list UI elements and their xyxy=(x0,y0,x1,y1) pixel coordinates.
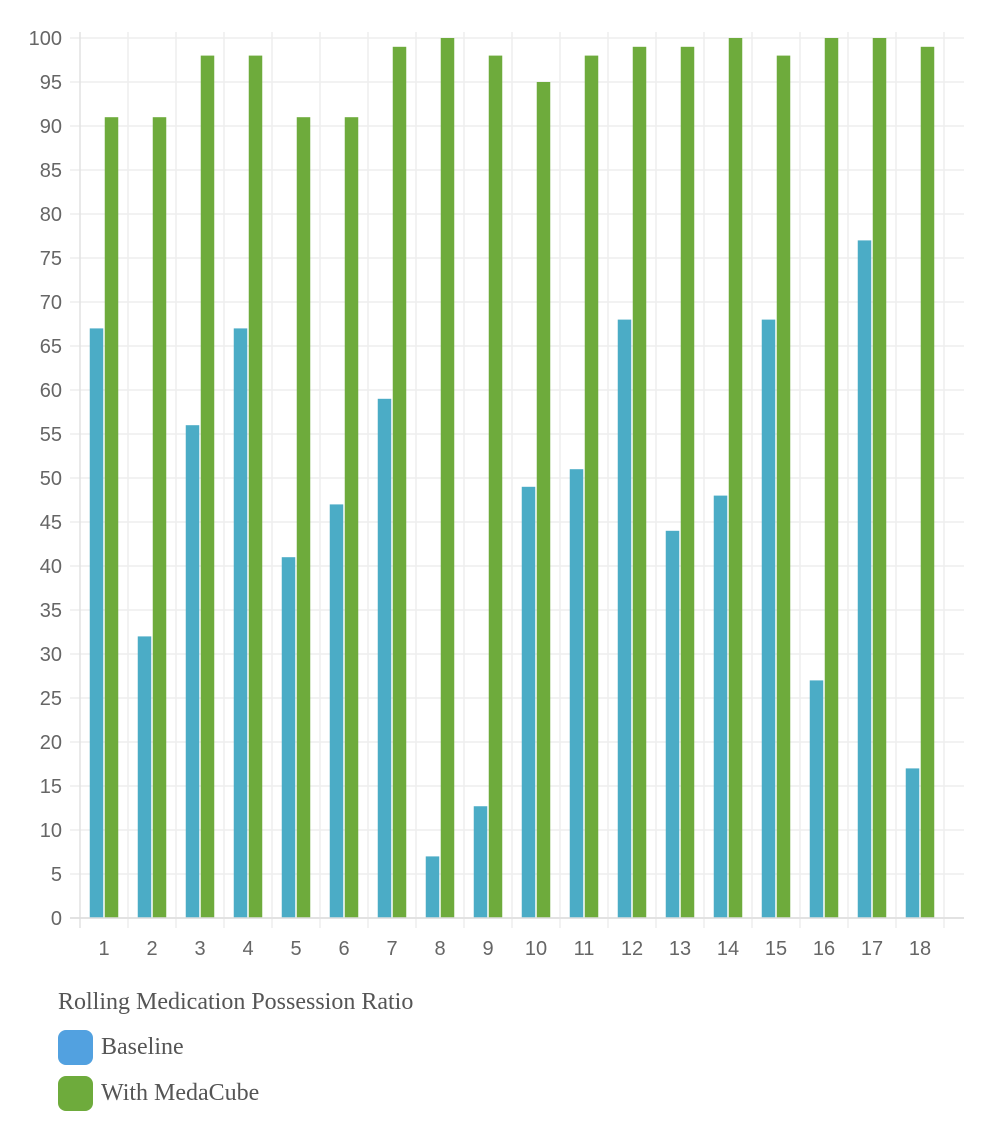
y-axis-tick-labels: 0 5 10 15 20 25 30 35 40 45 50 55 60 65 70 75 80 85 90 95 10… xyxy=(29,28,62,930)
y-tick-label: 50 xyxy=(40,468,62,490)
bar-baseline-13 xyxy=(665,530,680,918)
y-tick-label: 35 xyxy=(40,600,62,622)
x-tick-label: 5 xyxy=(290,938,301,960)
bar-with-medacube-7 xyxy=(392,46,407,919)
x-tick-label: 13 xyxy=(669,938,691,960)
x-tick-label: 7 xyxy=(386,938,397,960)
y-tick-label: 85 xyxy=(40,160,62,182)
bar-baseline-7 xyxy=(377,398,392,918)
x-tick-label: 2 xyxy=(146,938,157,960)
y-tick-label: 25 xyxy=(40,688,62,710)
bar-with-medacube-3 xyxy=(200,55,215,919)
bar-chart: 0510152025303540455055606570758085909510… xyxy=(29,28,964,960)
x-axis-tick-labels: 1 2 3 4 5 6 7 8 9 10 11 12 13 14 15 16 17 18 xyxy=(98,938,931,960)
y-tick-label: 45 xyxy=(40,512,62,534)
x-tick-label: 12 xyxy=(621,938,643,960)
bar-baseline-1 xyxy=(89,328,104,918)
y-tick-label: 5 xyxy=(51,864,62,886)
legend-title: Rolling Medication Possession Ratio xyxy=(58,989,414,1015)
y-tick-label: 0 xyxy=(51,908,62,930)
y-tick-label: 30 xyxy=(40,644,62,666)
bar-baseline-16 xyxy=(809,680,824,918)
bar-baseline-9 xyxy=(473,806,488,918)
bar-with-medacube-8 xyxy=(440,38,455,918)
legend-label-with-medacube: With MedaCube xyxy=(101,1079,260,1106)
bar-with-medacube-4 xyxy=(248,55,263,919)
x-tick-label: 8 xyxy=(434,938,445,960)
bar-with-medacube-18 xyxy=(920,46,935,919)
bar-with-medacube-15 xyxy=(776,55,791,919)
x-tick-label: 10 xyxy=(525,938,547,960)
bar-with-medacube-16 xyxy=(824,38,839,918)
x-tick-label: 17 xyxy=(861,938,883,960)
x-tick-label: 9 xyxy=(482,938,493,960)
bar-baseline-3 xyxy=(185,425,200,918)
bar-baseline-14 xyxy=(713,495,728,918)
x-tick-label: 15 xyxy=(765,938,787,960)
y-tick-label: 90 xyxy=(40,116,62,138)
bar-with-medacube-6 xyxy=(344,117,359,918)
legend-swatch-with-medacube xyxy=(58,1075,93,1111)
y-tick-label: 100 xyxy=(29,28,62,50)
y-tick-label: 10 xyxy=(40,820,62,842)
legend-item-with-medacube[interactable]: With MedaCube xyxy=(58,1074,413,1112)
bars xyxy=(89,38,935,919)
x-tick-label: 11 xyxy=(574,938,595,960)
bar-baseline-8 xyxy=(425,856,440,918)
x-tick-label: 18 xyxy=(909,938,931,960)
bar-baseline-5 xyxy=(281,557,296,918)
bar-with-medacube-2 xyxy=(152,117,167,918)
bar-baseline-10 xyxy=(521,486,536,918)
bar-with-medacube-12 xyxy=(632,46,647,919)
x-tick-label: 6 xyxy=(338,938,349,960)
y-tick-label: 65 xyxy=(40,336,62,358)
bar-with-medacube-11 xyxy=(584,55,599,919)
bar-baseline-2 xyxy=(137,636,152,918)
legend-label-baseline: Baseline xyxy=(101,1033,184,1060)
bar-baseline-12 xyxy=(617,319,632,919)
bar-baseline-11 xyxy=(569,469,584,918)
x-tick-label: 1 xyxy=(98,938,109,960)
grid-lines xyxy=(70,32,964,928)
legend: Rolling Medication Possession Ratio Base… xyxy=(58,984,413,1120)
y-tick-label: 60 xyxy=(40,380,62,402)
legend-item-baseline[interactable]: Baseline xyxy=(58,1028,413,1066)
bar-baseline-18 xyxy=(905,768,920,918)
y-tick-label: 40 xyxy=(40,556,62,578)
x-tick-label: 14 xyxy=(717,938,739,960)
y-tick-label: 95 xyxy=(40,72,62,94)
bar-with-medacube-1 xyxy=(104,117,119,918)
x-tick-label: 3 xyxy=(194,938,205,960)
bar-with-medacube-17 xyxy=(872,38,887,918)
y-tick-label: 55 xyxy=(40,424,62,446)
bar-baseline-15 xyxy=(761,319,776,919)
y-tick-label: 80 xyxy=(40,204,62,226)
bar-baseline-17 xyxy=(857,240,872,918)
y-tick-label: 15 xyxy=(40,776,62,798)
y-tick-label: 20 xyxy=(40,732,62,754)
bar-with-medacube-10 xyxy=(536,82,551,918)
legend-swatch-baseline xyxy=(58,1029,93,1065)
x-tick-label: 4 xyxy=(242,938,253,960)
bar-with-medacube-13 xyxy=(680,46,695,919)
y-tick-label: 75 xyxy=(40,248,62,270)
bar-with-medacube-9 xyxy=(488,55,503,919)
x-tick-label: 16 xyxy=(813,938,835,960)
bar-with-medacube-5 xyxy=(296,117,311,918)
bar-baseline-6 xyxy=(329,504,344,918)
bar-baseline-4 xyxy=(233,328,248,918)
y-tick-label: 70 xyxy=(40,292,62,314)
bar-with-medacube-14 xyxy=(728,38,743,918)
